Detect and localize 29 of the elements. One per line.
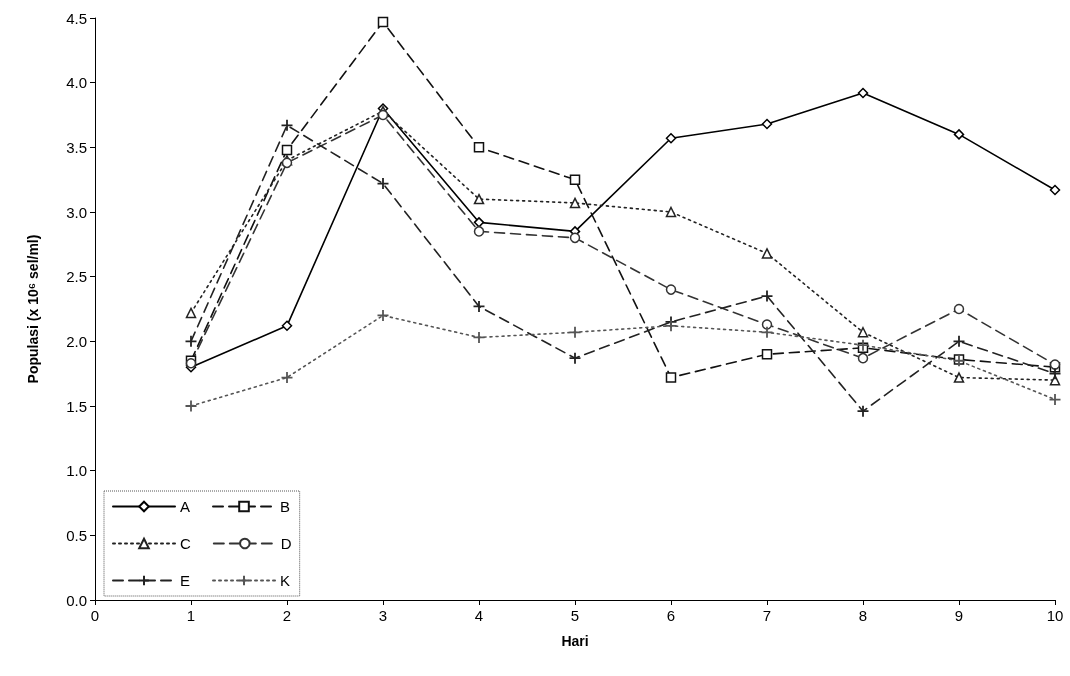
- x-tick-label: 0: [90, 607, 100, 624]
- y-tick-label: 3.0: [66, 203, 87, 221]
- x-tick-label: 9: [954, 607, 964, 624]
- x-tick-label: 5: [570, 607, 580, 624]
- x-tick-label: 8: [858, 607, 868, 624]
- y-tick-label: 3.5: [66, 138, 87, 156]
- legend-label: E: [180, 572, 191, 589]
- legend-label: C: [180, 535, 191, 552]
- x-tick-label: 2: [282, 607, 292, 624]
- y-axis-title: Populasi (x 10⁶ sel/ml): [25, 234, 41, 384]
- x-tick-label: 6: [666, 607, 676, 624]
- x-tick-label: 3: [378, 607, 388, 624]
- legend-label: D: [280, 535, 292, 552]
- legend-label: B: [280, 498, 291, 515]
- x-axis-title: Hari: [561, 633, 589, 649]
- x-tick-label: 7: [762, 607, 772, 624]
- y-tick-label: 1.5: [66, 397, 87, 415]
- x-tick-label: 10: [1046, 607, 1064, 624]
- y-tick-label: 4.5: [66, 9, 87, 27]
- y-tick-label: 0.5: [66, 526, 87, 544]
- x-tick-label: 4: [474, 607, 484, 624]
- y-tick-label: 2.0: [66, 332, 87, 350]
- y-tick-label: 4.0: [66, 74, 87, 92]
- legend-label: A: [180, 498, 191, 515]
- y-tick-label: 2.5: [66, 268, 87, 286]
- y-tick-label: 1.0: [66, 462, 87, 480]
- legend-label: K: [280, 572, 291, 589]
- x-tick-label: 1: [186, 607, 196, 624]
- y-tick-label: 0.0: [66, 591, 87, 609]
